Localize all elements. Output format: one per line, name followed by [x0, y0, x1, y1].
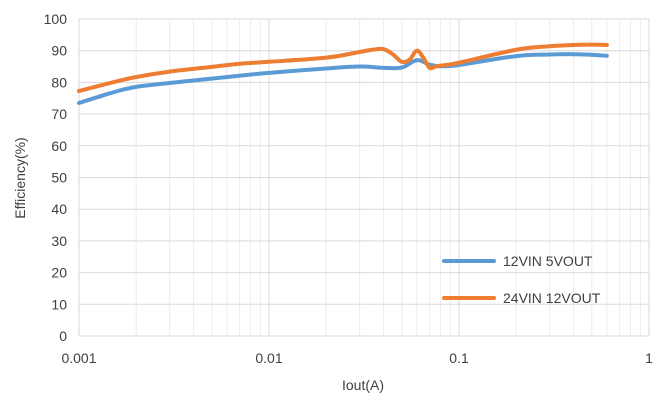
- series-line-1: [77, 52, 609, 105]
- y-tick-label: 100: [44, 11, 68, 27]
- y-tick-label: 30: [51, 233, 67, 249]
- y-tick-label: 0: [59, 328, 67, 344]
- legend-label-series-2: 24VIN 12VOUT: [503, 290, 601, 306]
- series-lines: [77, 42, 609, 105]
- y-tick-label: 40: [51, 201, 67, 217]
- series-line-2: [77, 42, 609, 93]
- y-tick-label: 60: [51, 138, 67, 154]
- y-tick-label: 10: [51, 296, 67, 312]
- y-tick-label: 80: [51, 74, 67, 90]
- y-tick-label: 90: [51, 43, 67, 59]
- y-axis-title: Efficiency(%): [12, 137, 28, 218]
- x-tick-labels: 0.001 0.01 0.1 1: [61, 350, 653, 366]
- y-tick-label: 50: [51, 170, 67, 186]
- y-tick-label: 20: [51, 265, 67, 281]
- x-axis-title: Iout(A): [342, 377, 384, 393]
- legend-label-series-1: 12VIN 5VOUT: [503, 253, 593, 269]
- x-tick-label: 1: [645, 350, 653, 366]
- x-tick-label: 0.001: [61, 350, 96, 366]
- y-tick-labels: 0 10 20 30 40 50 60 70 80 90 100: [44, 11, 68, 344]
- legend: 12VIN 5VOUT 24VIN 12VOUT: [442, 253, 601, 306]
- x-tick-label: 0.1: [449, 350, 469, 366]
- x-tick-label: 0.01: [255, 350, 282, 366]
- y-tick-label: 70: [51, 106, 67, 122]
